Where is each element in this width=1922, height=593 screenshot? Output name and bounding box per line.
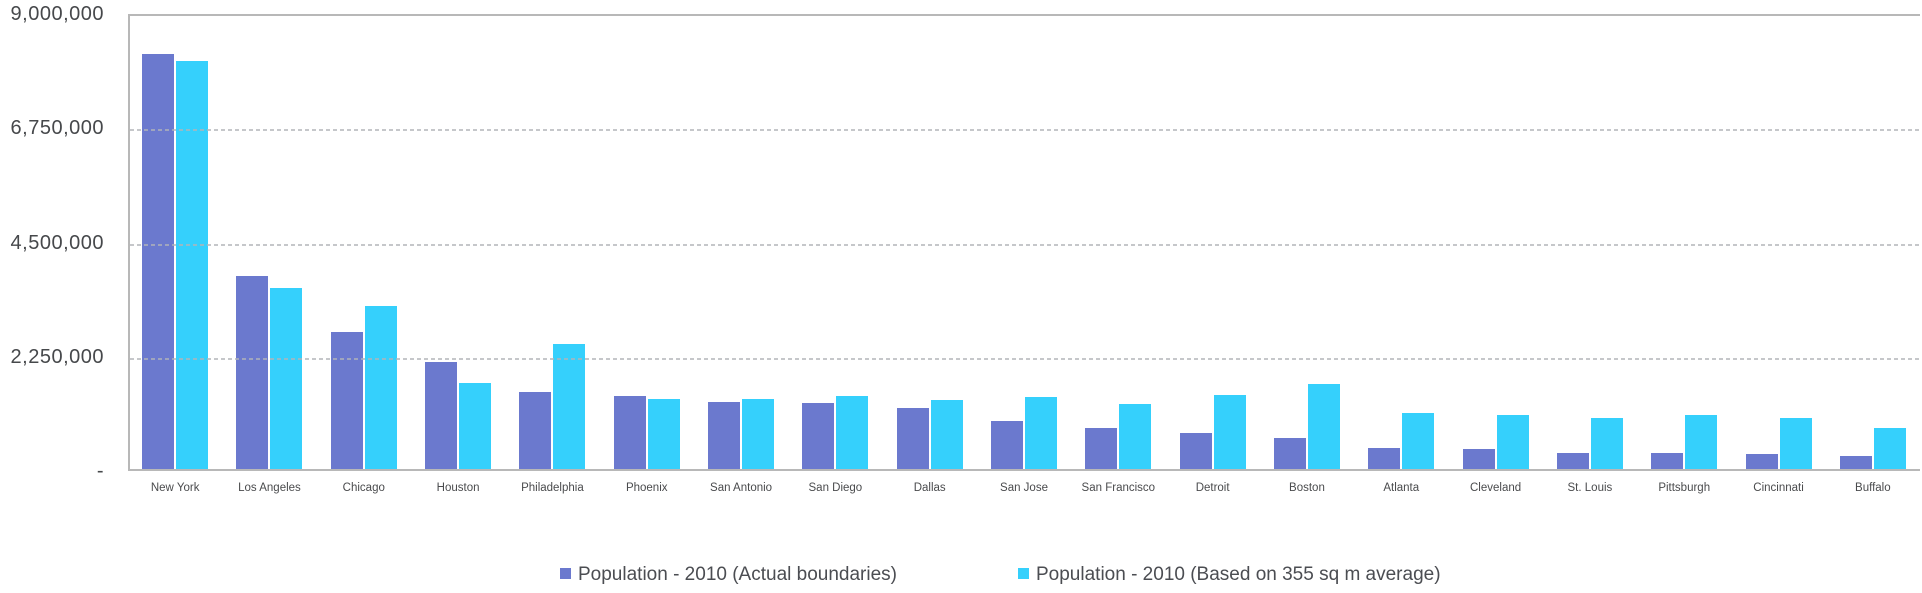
bar-actual-san-francisco	[1085, 428, 1118, 469]
bar-estimated-new-york	[176, 60, 209, 469]
bar-actual-san-jose	[991, 420, 1023, 469]
bar-estimated-buffalo	[1873, 427, 1906, 469]
bar-estimated-san-diego	[836, 396, 869, 469]
bar-actual-atlanta	[1368, 447, 1401, 469]
x-tick-label-san-diego: San Diego	[808, 482, 863, 494]
bar-estimated-detroit	[1213, 395, 1246, 469]
bar-actual-new-york	[142, 53, 175, 469]
x-tick-label-boston: Boston	[1289, 482, 1325, 494]
x-tick-label-pittsburgh: Pittsburgh	[1658, 482, 1711, 494]
legend-swatch-355-average-icon	[1018, 567, 1029, 579]
x-tick-label-atlanta: Atlanta	[1383, 482, 1420, 494]
gridline-4500000	[130, 243, 1920, 246]
bar-actual-cleveland	[1462, 448, 1495, 469]
bar-actual-philadelphia	[519, 391, 552, 469]
bar-actual-st-louis	[1556, 452, 1589, 469]
bar-estimated-dallas	[930, 400, 963, 469]
x-tick-label-phoenix: Phoenix	[625, 482, 668, 494]
legend-swatch-actual-icon	[560, 567, 571, 579]
x-tick-label-cleveland: Cleveland	[1470, 482, 1522, 494]
bar-actual-boston	[1273, 437, 1306, 469]
bar-estimated-atlanta	[1402, 413, 1435, 469]
bar-actual-los-angeles	[236, 276, 269, 469]
y-tick-label-9000000: 9,000,000	[10, 3, 104, 25]
bar-actual-houston	[425, 362, 458, 469]
bar-estimated-pittsburgh	[1685, 415, 1718, 469]
x-tick-label-detroit: Detroit	[1195, 482, 1230, 494]
x-tick-label-dallas: Dallas	[913, 482, 946, 494]
bar-estimated-cleveland	[1496, 415, 1529, 469]
bar-estimated-phoenix	[647, 398, 680, 469]
bar-actual-phoenix	[613, 395, 646, 469]
plot-area	[128, 14, 1920, 471]
bar-estimated-los-angeles	[270, 288, 303, 469]
y-tick-label-4500000: 4,500,000	[10, 231, 104, 254]
bar-actual-dallas	[896, 408, 929, 469]
y-tick-label-6750000: 6,750,000	[10, 117, 104, 140]
bar-actual-san-antonio	[708, 401, 741, 469]
bar-estimated-philadelphia	[553, 344, 586, 469]
y-tick-label-0: -	[96, 460, 104, 482]
bar-actual-san-diego	[802, 402, 835, 469]
x-tick-label-houston: Houston	[436, 482, 480, 494]
x-tick-label-san-francisco: San Francisco	[1081, 482, 1156, 494]
y-tick-label-2250000: 2,250,000	[10, 345, 104, 368]
x-tick-label-san-antonio: San Antonio	[710, 482, 773, 494]
x-tick-label-los-angeles: Los Angeles	[238, 482, 301, 494]
legend-label-355-average: Population - 2010 (Based on 355 sq m ave…	[1036, 564, 1441, 585]
gridline-6750000	[130, 129, 1920, 132]
bar-estimated-st-louis	[1590, 418, 1623, 469]
bar-estimated-boston	[1307, 384, 1340, 469]
bar-actual-cincinnati	[1745, 453, 1778, 469]
x-tick-label-san-jose: San Jose	[1000, 482, 1048, 494]
x-tick-label-cincinnati: Cincinnati	[1753, 482, 1804, 494]
legend-item-355-average: Population - 2010 (Based on 355 sq m ave…	[1018, 563, 1441, 587]
x-tick-label-philadelphia: Philadelphia	[521, 482, 584, 494]
bar-estimated-houston	[459, 382, 492, 469]
legend-label-actual: Population - 2010 (Actual boundaries)	[578, 564, 897, 585]
bar-estimated-san-jose	[1025, 396, 1057, 469]
bar-estimated-san-antonio	[742, 398, 775, 469]
bar-actual-detroit	[1179, 432, 1212, 469]
gridline-2250000	[130, 357, 1920, 360]
bar-estimated-cincinnati	[1779, 418, 1812, 469]
legend-item-actual-boundaries: Population - 2010 (Actual boundaries)	[560, 563, 897, 587]
bar-actual-chicago	[330, 332, 363, 469]
x-tick-label-buffalo: Buffalo	[1855, 482, 1891, 494]
x-tick-label-st-louis: St. Louis	[1567, 482, 1613, 494]
bar-estimated-san-francisco	[1119, 404, 1152, 469]
x-tick-label-new-york: New York	[150, 482, 200, 494]
bar-estimated-chicago	[364, 306, 397, 469]
x-tick-label-chicago: Chicago	[342, 482, 385, 494]
bar-actual-buffalo	[1839, 455, 1872, 469]
bar-actual-pittsburgh	[1651, 453, 1684, 469]
